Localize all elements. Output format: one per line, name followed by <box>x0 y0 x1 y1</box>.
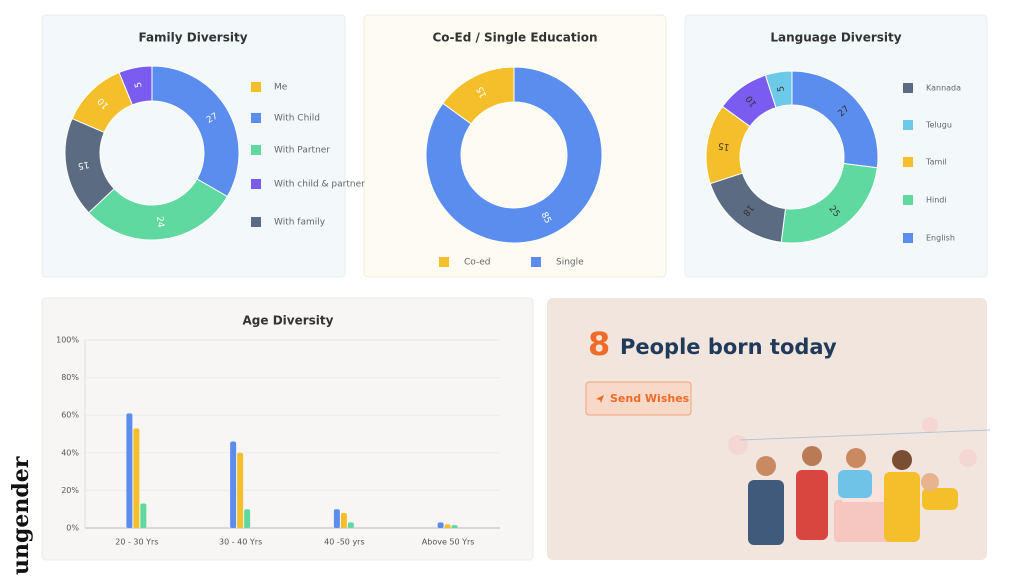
legend-label: English <box>926 234 955 243</box>
chart-title: Family Diversity <box>138 31 247 45</box>
bar <box>437 522 444 528</box>
chart-title: Co-Ed / Single Education <box>432 31 597 45</box>
y-tick-label: 20% <box>61 486 79 495</box>
data-label: 15 <box>475 85 489 100</box>
legend-label: With Child <box>274 114 320 124</box>
x-tick-label: 40 -50 yrs <box>324 538 365 547</box>
data-label: 5 <box>776 85 787 92</box>
panel <box>41 297 534 561</box>
donut-segment <box>151 65 240 198</box>
legend-marker <box>531 257 541 267</box>
legend-marker <box>251 217 261 227</box>
y-tick-label: 100% <box>56 336 79 345</box>
bar <box>444 524 451 528</box>
bar <box>451 525 458 528</box>
send-wishes-button[interactable] <box>585 381 692 416</box>
data-label: 27 <box>205 111 220 125</box>
y-tick-label: 0% <box>66 524 79 533</box>
legend-label: Co-ed <box>464 258 490 268</box>
bar <box>340 512 347 528</box>
legend-marker <box>903 233 913 243</box>
legend-marker <box>903 157 913 167</box>
legend-label: With child & partner <box>274 180 365 190</box>
donut-segment <box>425 66 603 244</box>
legend-label: With Partner <box>274 146 330 156</box>
data-label: 15 <box>77 159 90 171</box>
chart-title: Age Diversity <box>243 314 334 328</box>
bar <box>126 413 133 528</box>
data-label: 5 <box>134 81 145 89</box>
legend-label: Hindi <box>926 196 947 205</box>
legend-marker <box>251 113 261 123</box>
y-tick-label: 60% <box>61 411 79 420</box>
bar <box>230 441 237 528</box>
legend-label: Kannada <box>926 84 961 93</box>
data-label: 24 <box>154 216 165 229</box>
bar <box>347 522 354 528</box>
bar <box>237 452 244 528</box>
legend-marker <box>903 195 913 205</box>
legend-label: Tamil <box>925 158 947 167</box>
birthday-text: People born today <box>620 335 837 359</box>
x-tick-label: 30 - 40 Yrs <box>219 538 262 547</box>
logo: ungender <box>8 456 34 575</box>
bar <box>140 503 147 528</box>
panel <box>363 14 667 278</box>
chart-title: Language Diversity <box>770 31 901 45</box>
legend-marker <box>251 82 261 92</box>
data-label: 15 <box>717 140 730 152</box>
button-label[interactable]: Send Wishes <box>610 392 690 405</box>
legend-label: Single <box>556 258 584 268</box>
legend-label: Telugu <box>925 121 952 130</box>
donut-segment <box>118 65 153 106</box>
legend-marker <box>251 145 261 155</box>
birthday-count: 8 <box>588 325 610 363</box>
bar <box>333 509 340 528</box>
bar <box>244 509 251 528</box>
x-tick-label: Above 50 Yrs <box>422 538 475 547</box>
data-label: 85 <box>539 211 553 226</box>
illustration <box>728 417 991 545</box>
y-tick-label: 80% <box>61 373 79 382</box>
donut-segment <box>442 66 515 125</box>
legend-marker <box>439 257 449 267</box>
x-tick-label: 20 - 30 Yrs <box>115 538 158 547</box>
legend-marker <box>251 179 261 189</box>
bar <box>133 428 140 528</box>
legend-marker <box>903 83 913 93</box>
legend-marker <box>903 120 913 130</box>
y-tick-label: 40% <box>61 448 79 457</box>
legend-label: With family <box>274 218 326 228</box>
send-icon <box>596 395 604 403</box>
donut-segment <box>764 70 793 109</box>
legend-label: Me <box>274 83 288 93</box>
